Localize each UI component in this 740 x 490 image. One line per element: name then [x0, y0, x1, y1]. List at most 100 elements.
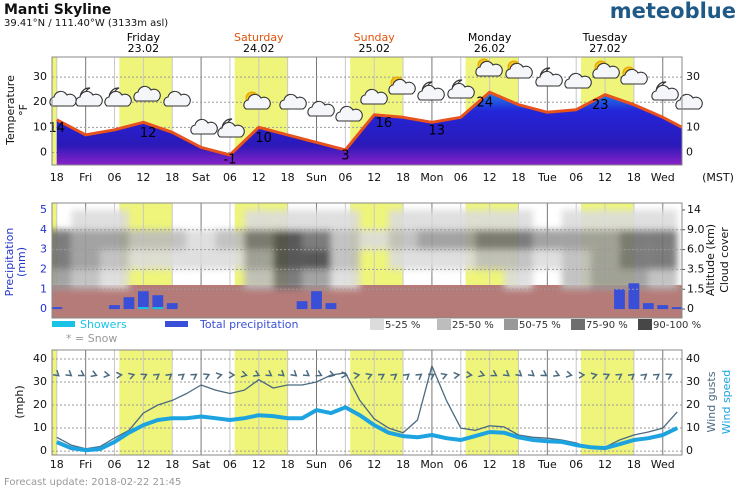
x-tick-label: Sun	[306, 458, 327, 471]
legend-swatch	[370, 319, 384, 330]
cloud-cell	[388, 229, 418, 250]
wind-direction-arrow	[103, 370, 111, 379]
day-date: 23.02	[128, 42, 160, 55]
y-axis-label: Precipitation	[3, 228, 16, 297]
wind-direction-arrow	[565, 370, 573, 378]
temperature-extreme-label: 24	[477, 96, 494, 111]
x-tick-label: 12	[136, 171, 150, 184]
legend-swatch	[571, 319, 585, 330]
x-tick-label: Mon	[420, 458, 443, 471]
y-axis-label: Temperature	[4, 75, 17, 146]
cloud-cell	[71, 229, 101, 250]
legend-swatch	[504, 319, 518, 330]
cloud-cell	[446, 249, 476, 270]
cloud-cell	[417, 249, 447, 270]
temperature-group	[56, 90, 682, 165]
y2-tick-label: 30	[686, 375, 700, 388]
y-tick-label: 0	[40, 145, 47, 158]
cloud-cell	[52, 229, 72, 250]
x-tick-label: 12	[483, 171, 497, 184]
x-tick-label: 06	[454, 458, 468, 471]
wind-direction-arrow	[315, 370, 323, 377]
cloud-cover-blur	[52, 209, 678, 290]
wind-direction-arrow	[65, 369, 73, 377]
wind-direction-arrow	[453, 371, 461, 380]
x-tick-label: Sun	[306, 171, 327, 184]
weather-icon	[279, 93, 307, 110]
y2-tick-label: 3.5	[687, 262, 705, 275]
wind-direction-arrow	[590, 372, 598, 380]
wind-direction-arrow	[465, 371, 473, 379]
weather-icon	[163, 90, 191, 107]
y2-tick-label: 0	[686, 444, 693, 457]
wind-direction-arrow	[215, 372, 223, 380]
cloud-cell	[475, 249, 505, 270]
cloud	[505, 62, 533, 79]
cloud	[447, 82, 475, 99]
cloud	[360, 88, 388, 105]
x-tick-label: 12	[367, 171, 381, 184]
temperature-extreme-label: 23	[592, 98, 609, 113]
legend-label: Total precipitation	[199, 318, 299, 331]
x-tick-label: 06	[223, 171, 237, 184]
panel-border	[51, 349, 683, 456]
wind-direction-arrow	[240, 370, 248, 378]
panel-border	[51, 202, 683, 319]
precipitation-bar	[109, 305, 120, 310]
wind-direction-arrow	[290, 369, 298, 377]
location: 39.41°N / 111.40°W (3133m asl)	[4, 18, 168, 29]
precipitation-bar	[311, 291, 322, 310]
cloud-cell	[590, 229, 620, 250]
weather-icon	[217, 118, 245, 138]
cloud-cell	[561, 209, 591, 230]
x-tick-label: 18	[165, 171, 179, 184]
wind-direction-arrow	[353, 372, 361, 380]
x-tick-label: 18	[396, 171, 410, 184]
temperature-extreme-label: 10	[255, 131, 272, 146]
precipitation-bar	[325, 303, 337, 310]
time-zone-label: (MST)	[702, 171, 734, 184]
cloud-cell	[52, 269, 72, 290]
cloud-cell	[330, 249, 360, 270]
wind-direction-arrow	[652, 373, 661, 381]
x-tick-label: 06	[338, 171, 352, 184]
x-tick-label: Fri	[79, 458, 92, 471]
cloud	[335, 105, 363, 122]
legend-label: 90-100 %	[653, 320, 701, 331]
x-tick-label: Tue	[537, 458, 557, 471]
cloud-cell	[100, 249, 129, 270]
cloud	[535, 70, 563, 87]
y-tick-label: 30	[33, 70, 47, 83]
cloud-cell	[504, 249, 533, 270]
y-tick-label: 30	[33, 375, 47, 388]
day-name: Friday	[127, 31, 161, 44]
cloud-cell	[388, 209, 418, 230]
x-tick-label: Fri	[79, 171, 92, 184]
x-tick-label: 18	[396, 458, 410, 471]
day-date: 25.02	[358, 42, 390, 55]
x-tick-label: 18	[165, 458, 179, 471]
wind-direction-arrow	[140, 373, 148, 380]
cloud-cell	[590, 249, 620, 270]
wind-direction-arrow	[152, 373, 160, 381]
cloud-cell	[619, 229, 649, 250]
x-tick-label: 18	[281, 171, 295, 184]
cloud-cell	[359, 229, 389, 250]
cloud-cell	[504, 229, 533, 250]
wind-direction-arrow	[478, 370, 486, 378]
day-date: 27.02	[589, 42, 621, 55]
cloud-cell	[648, 269, 678, 290]
cloud-cell	[157, 249, 187, 270]
cloud	[190, 118, 218, 135]
legend-label: 25-50 %	[452, 320, 494, 331]
cloud-cell	[504, 209, 533, 230]
wind-direction-arrow	[402, 373, 410, 381]
cloud-cell	[619, 209, 649, 230]
weather-icon	[592, 60, 620, 79]
y2-axis-label: Altitude (km)	[704, 224, 717, 296]
cloud-cell	[302, 209, 331, 230]
x-tick-label: 06	[454, 171, 468, 184]
cloud-cell	[330, 229, 360, 250]
precipitation-bar	[123, 297, 135, 310]
cloud-cell	[619, 269, 649, 290]
